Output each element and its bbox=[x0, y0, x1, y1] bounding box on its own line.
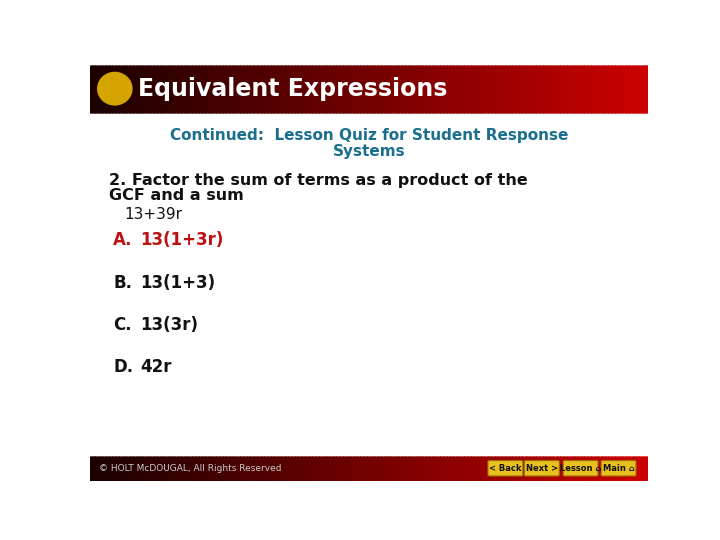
FancyBboxPatch shape bbox=[524, 461, 559, 476]
Text: Lesson ⌂: Lesson ⌂ bbox=[560, 464, 601, 473]
Text: B.: B. bbox=[113, 274, 132, 292]
Text: 42r: 42r bbox=[140, 359, 172, 376]
Text: Next >: Next > bbox=[526, 464, 558, 473]
Text: Systems: Systems bbox=[333, 144, 405, 159]
Text: < Back: < Back bbox=[489, 464, 522, 473]
Text: © HOLT McDOUGAL, All Rights Reserved: © HOLT McDOUGAL, All Rights Reserved bbox=[99, 464, 282, 473]
FancyBboxPatch shape bbox=[563, 461, 598, 476]
Text: Continued:  Lesson Quiz for Student Response: Continued: Lesson Quiz for Student Respo… bbox=[170, 128, 568, 143]
Text: Equivalent Expressions: Equivalent Expressions bbox=[138, 77, 447, 100]
Text: GCF and a sum: GCF and a sum bbox=[109, 188, 244, 203]
Ellipse shape bbox=[97, 72, 132, 106]
Text: A.: A. bbox=[113, 231, 132, 249]
Text: D.: D. bbox=[113, 359, 133, 376]
Text: 13(1+3r): 13(1+3r) bbox=[140, 231, 224, 249]
FancyBboxPatch shape bbox=[601, 461, 636, 476]
Text: 13(3r): 13(3r) bbox=[140, 316, 199, 334]
FancyBboxPatch shape bbox=[488, 461, 523, 476]
Text: C.: C. bbox=[113, 316, 132, 334]
Text: 13(1+3): 13(1+3) bbox=[140, 274, 215, 292]
Text: 2. Factor the sum of terms as a product of the: 2. Factor the sum of terms as a product … bbox=[109, 173, 528, 188]
Text: Main ⌂: Main ⌂ bbox=[603, 464, 634, 473]
Text: 13+39r: 13+39r bbox=[124, 207, 182, 222]
